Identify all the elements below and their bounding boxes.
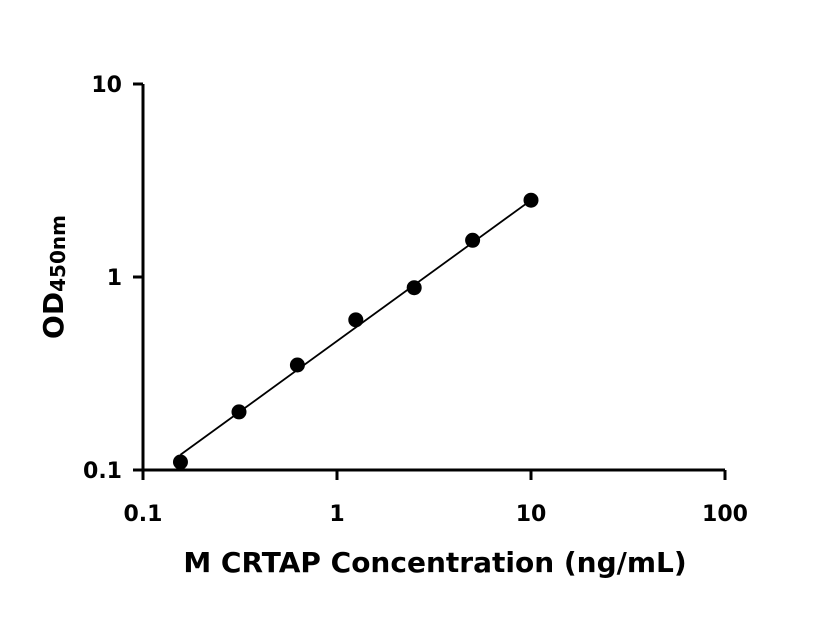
data-point xyxy=(289,357,305,373)
data-point xyxy=(231,404,247,420)
data-point xyxy=(348,312,364,328)
y-tick-label: 10 xyxy=(91,73,122,98)
y-tick-label: 0.1 xyxy=(83,459,122,484)
y-axis-title: OD450nm xyxy=(37,215,70,339)
x-tick-label: 100 xyxy=(702,502,748,527)
data-point xyxy=(523,192,539,208)
axis-labels-group: M CRTAP Concentration (ng/mL) OD450nm xyxy=(37,215,687,579)
y-tick-label: 1 xyxy=(107,266,122,291)
data-point xyxy=(406,280,422,296)
x-tick-label: 0.1 xyxy=(124,502,163,527)
x-tick-label: 10 xyxy=(516,502,547,527)
data-point xyxy=(465,232,481,248)
y-axis-title-main: OD xyxy=(37,292,70,339)
data-points-group xyxy=(172,192,539,470)
x-tick-label: 1 xyxy=(329,502,344,527)
axes: 0.1 1 10 100 0.1 1 10 xyxy=(83,73,748,527)
data-point xyxy=(172,454,188,470)
y-axis-title-sub: 450nm xyxy=(46,215,70,292)
x-axis-title: M CRTAP Concentration (ng/mL) xyxy=(183,546,686,579)
